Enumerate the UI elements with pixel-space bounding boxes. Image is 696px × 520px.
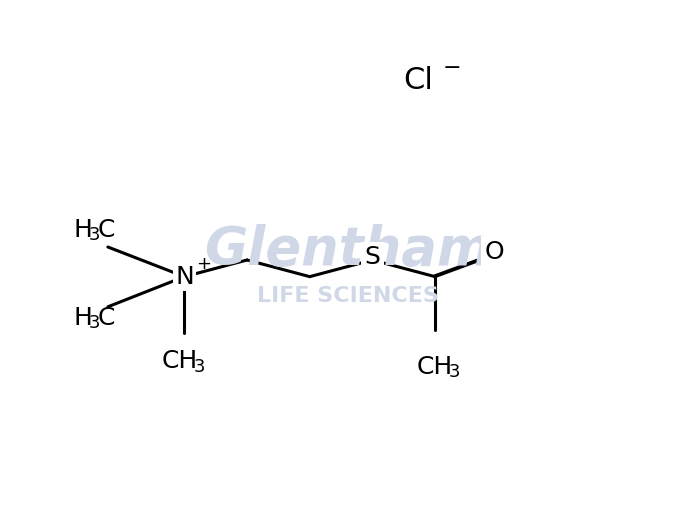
Text: N: N bbox=[175, 265, 193, 289]
Text: LIFE SCIENCES: LIFE SCIENCES bbox=[257, 287, 439, 306]
Text: 3: 3 bbox=[448, 363, 460, 381]
Text: 3: 3 bbox=[89, 315, 101, 332]
Text: C: C bbox=[97, 218, 115, 242]
Text: S: S bbox=[365, 245, 380, 269]
Text: CH: CH bbox=[416, 355, 452, 379]
Text: H: H bbox=[73, 306, 92, 330]
Text: +: + bbox=[196, 255, 212, 272]
Text: O: O bbox=[484, 240, 504, 264]
Text: Cl: Cl bbox=[404, 66, 434, 95]
Text: −: − bbox=[443, 58, 461, 77]
Text: CH: CH bbox=[161, 349, 198, 373]
Text: Glentham: Glentham bbox=[204, 224, 492, 276]
Text: C: C bbox=[97, 306, 115, 330]
Text: 3: 3 bbox=[89, 226, 101, 244]
Text: 3: 3 bbox=[193, 358, 205, 375]
Text: H: H bbox=[73, 218, 92, 242]
